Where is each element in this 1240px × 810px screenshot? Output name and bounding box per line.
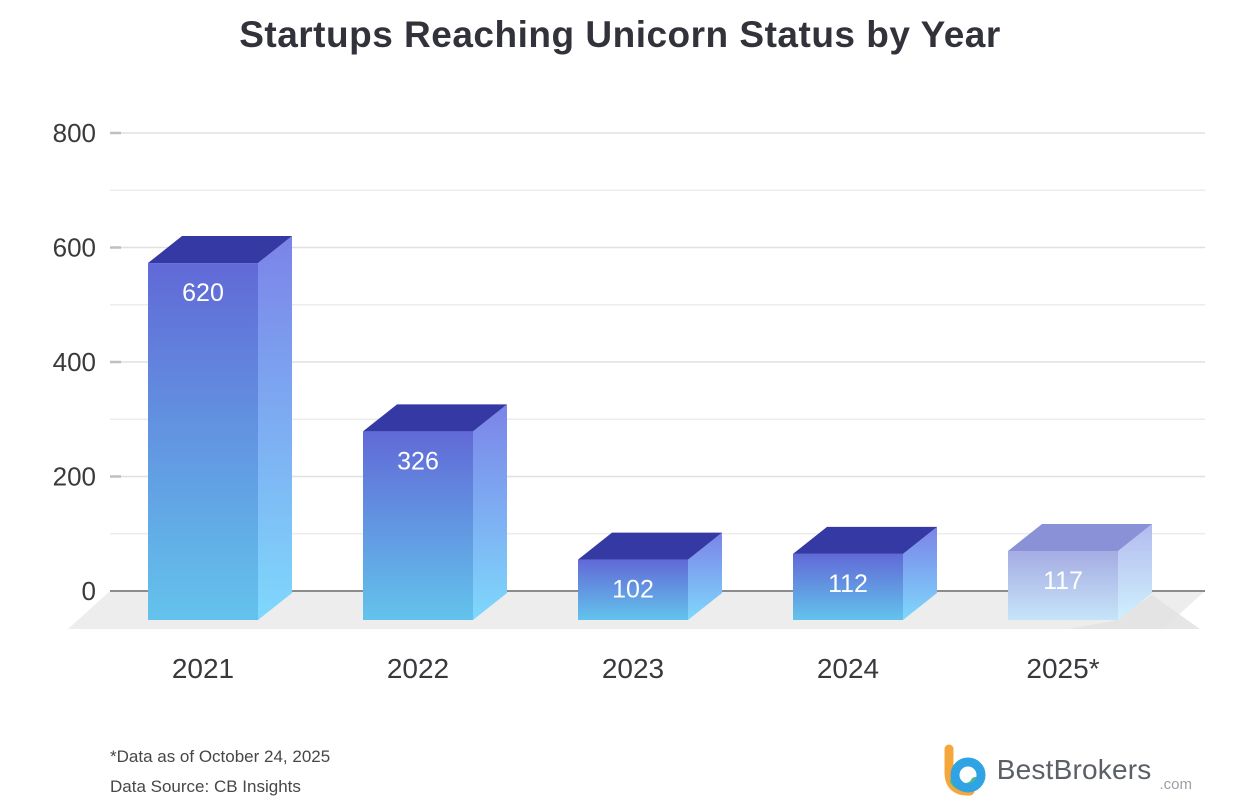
bar-shadow <box>1068 595 1200 629</box>
bar-2022: 326 <box>363 404 507 620</box>
bar-chart-3d: 0 200 400 600 800 620 2021 326 2022 102 2023 112 202… <box>53 118 1205 684</box>
bar-top-face <box>578 532 722 560</box>
bar-front-face <box>363 431 473 620</box>
bar-front-face <box>1008 551 1118 620</box>
chart-title: Startups Reaching Unicorn Status by Year <box>239 14 1001 55</box>
bar-2023: 102 <box>578 532 722 620</box>
bar-top-face <box>1008 524 1152 552</box>
bar-front-face <box>578 559 688 620</box>
bar-side-face <box>688 532 722 620</box>
bestbrokers-b-icon <box>944 744 986 796</box>
x-axis-label: 2021 <box>172 653 234 684</box>
bar-2021: 620 <box>148 236 292 621</box>
bar-2025*: 117 <box>1008 524 1200 629</box>
footnote-data-as-of: *Data as of October 24, 2025 <box>110 747 331 766</box>
bar-top-face <box>793 526 937 554</box>
x-axis-label: 2023 <box>602 653 664 684</box>
footnotes: *Data as of October 24, 2025 Data Source… <box>110 742 330 802</box>
bar-top-face <box>148 236 292 264</box>
bar-value-label: 620 <box>182 279 224 307</box>
bar-value-label: 102 <box>612 576 654 604</box>
y-axis-label: 600 <box>53 233 96 263</box>
bar-side-face <box>1118 524 1152 620</box>
y-axis-label: 0 <box>82 576 96 606</box>
bar-value-label: 117 <box>1043 567 1083 595</box>
x-axis-label: 2025* <box>1026 653 1099 684</box>
chart-area: 0 200 400 600 800 620 2021 326 2022 102 2023 112 202… <box>0 100 1240 720</box>
bestbrokers-logo: BestBrokers .com <box>939 740 1192 800</box>
bar-2024: 112 <box>793 526 937 620</box>
bar-front-face <box>148 263 258 620</box>
bar-value-label: 112 <box>828 570 868 598</box>
bar-side-face <box>258 236 292 621</box>
bar-top-face <box>363 404 507 432</box>
bar-value-label: 326 <box>397 447 439 475</box>
logo-tld-text: .com <box>1159 776 1192 793</box>
x-axis-label: 2024 <box>817 653 879 684</box>
bar-front-face <box>793 553 903 620</box>
y-axis-label: 400 <box>53 347 96 377</box>
logo-brand-text: BestBrokers <box>996 754 1152 785</box>
bar-side-face <box>473 404 507 620</box>
footnote-data-source: Data Source: CB Insights <box>110 777 301 796</box>
y-axis-label: 200 <box>53 462 96 492</box>
y-axis-label: 800 <box>53 118 96 148</box>
bar-side-face <box>903 526 937 620</box>
x-axis-label: 2022 <box>387 653 449 684</box>
